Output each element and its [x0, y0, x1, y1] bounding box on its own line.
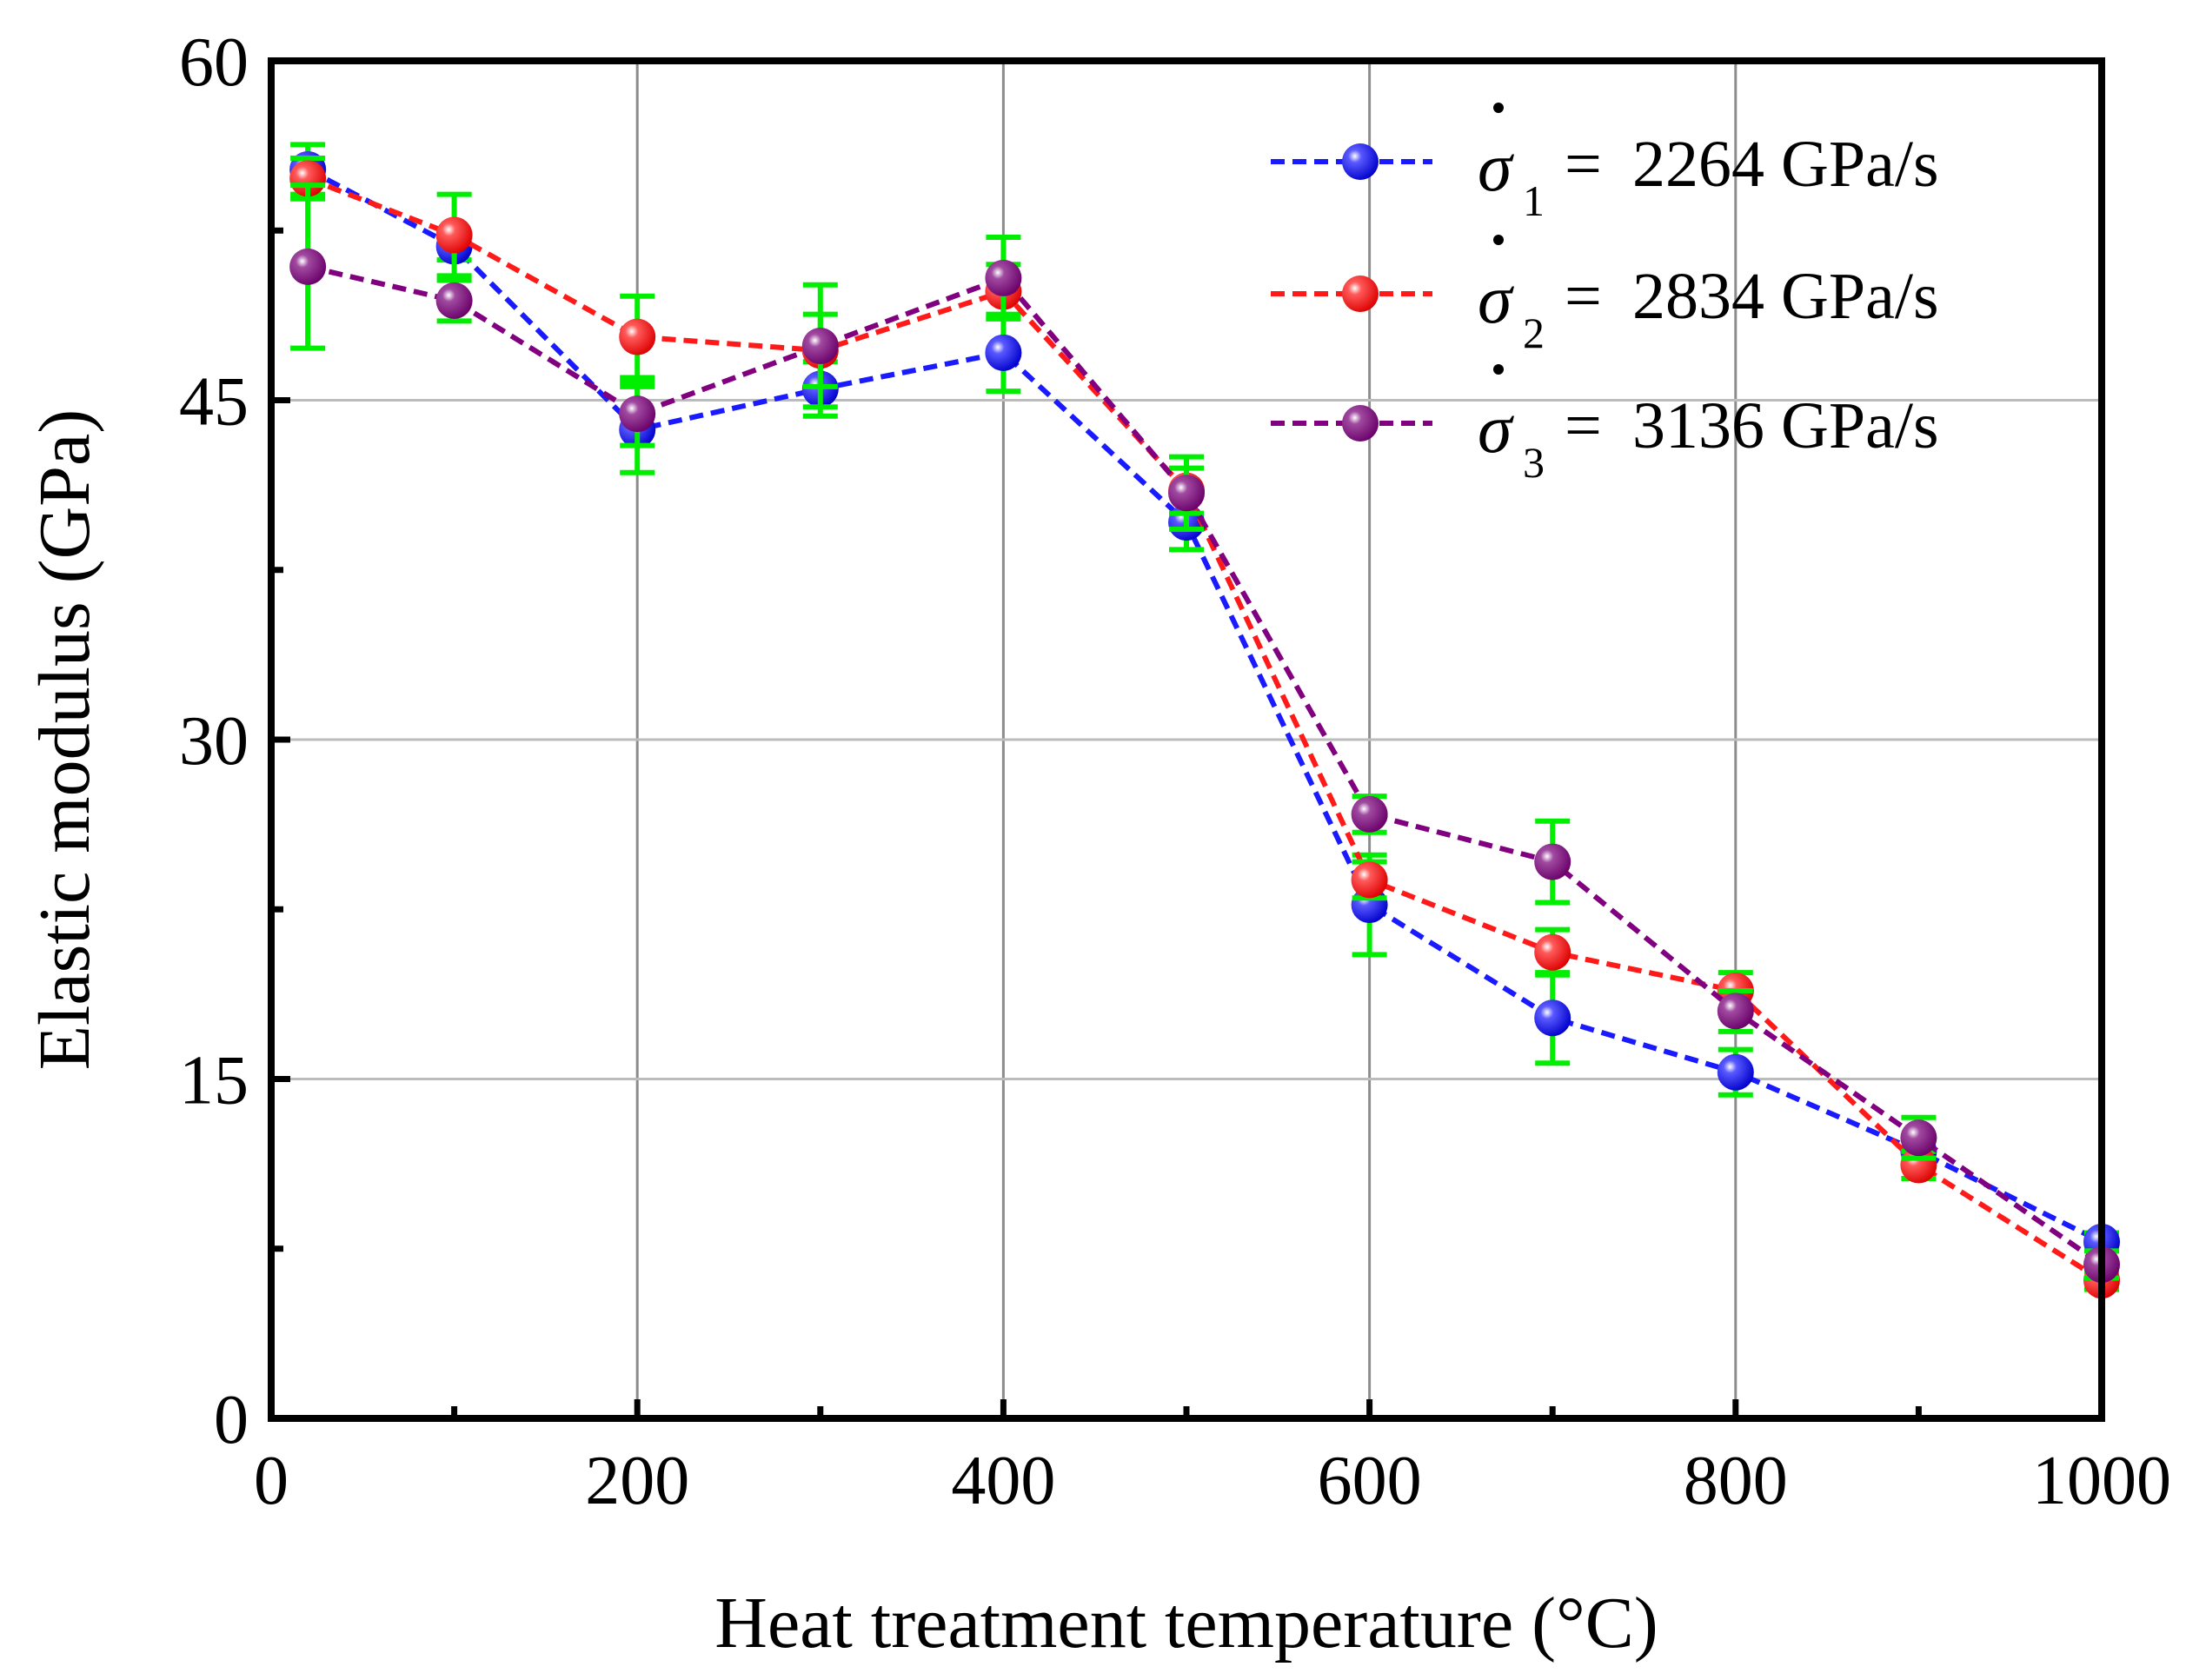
legend-prefix: =	[1565, 128, 1602, 201]
x-tick-label: 1000	[2032, 1443, 2171, 1519]
legend-label: 3136 GPa/s	[1632, 389, 1939, 462]
legend-dot-accent	[1493, 364, 1504, 375]
legend-symbol: σ	[1478, 391, 1514, 468]
legend-item-2: σ 2 = 2834 GPa/s	[1271, 235, 1939, 357]
legend-subscript: 2	[1523, 309, 1545, 357]
legend-marker	[1342, 405, 1379, 442]
data-point	[1717, 1053, 1754, 1091]
legend-marker	[1342, 143, 1379, 180]
series-line	[307, 263, 2103, 1267]
legend-prefix: =	[1565, 389, 1602, 462]
data-point	[1900, 1119, 1937, 1157]
legend-marker	[1342, 276, 1379, 312]
y-tick-label: 15	[179, 1043, 249, 1119]
legend-subscript: 1	[1523, 176, 1545, 225]
legend-item-3: σ 3 = 3136 GPa/s	[1271, 364, 1939, 487]
legend: σ 1 = 2264 GPa/sσ 2 = 2834 GPa/sσ 3 = 3136 GPa…	[1271, 103, 1939, 487]
series-layer	[289, 142, 2120, 1299]
data-point	[985, 334, 1022, 371]
x-tick-label: 400	[951, 1443, 1055, 1519]
x-tick-label: 0	[254, 1443, 289, 1519]
legend-symbol: σ	[1478, 129, 1514, 206]
x-tick-label: 600	[1318, 1443, 1422, 1519]
legend-subscript: 3	[1523, 438, 1545, 487]
y-tick-label: 45	[179, 364, 249, 441]
data-point	[1534, 933, 1571, 971]
tick-labels: 0 200 400 600 800 1000 0 15 30 45 60	[179, 24, 2171, 1519]
legend-label: 2264 GPa/s	[1632, 128, 1939, 201]
data-point	[1351, 795, 1388, 833]
data-point	[435, 282, 473, 319]
data-point	[1717, 993, 1754, 1030]
data-point	[1534, 843, 1571, 880]
data-point	[1351, 861, 1388, 899]
y-tick-label: 60	[179, 24, 249, 101]
legend-dot-accent	[1493, 103, 1504, 113]
axis-ticks	[268, 57, 2105, 1422]
data-point	[289, 248, 327, 285]
data-point	[435, 216, 473, 254]
data-point	[1534, 999, 1571, 1037]
y-tick-label: 0	[214, 1382, 249, 1458]
series-3	[289, 183, 2120, 1283]
data-point	[619, 395, 656, 433]
x-tick-label: 200	[585, 1443, 689, 1519]
y-tick-label: 30	[179, 703, 249, 780]
data-point	[1168, 475, 1205, 512]
legend-label: 2834 GPa/s	[1632, 260, 1939, 333]
x-tick-label: 800	[1684, 1443, 1788, 1519]
x-axis-title: Heat treatment temperature (°C)	[714, 1583, 1658, 1663]
data-point	[985, 259, 1022, 296]
legend-dot-accent	[1493, 235, 1504, 245]
legend-item-1: σ 1 = 2264 GPa/s	[1271, 103, 1939, 225]
y-axis-title: Elastic modulus (GPa)	[24, 409, 105, 1071]
legend-symbol: σ	[1478, 262, 1514, 338]
data-point	[619, 318, 656, 355]
legend-prefix: =	[1565, 260, 1602, 333]
data-point	[801, 328, 839, 365]
